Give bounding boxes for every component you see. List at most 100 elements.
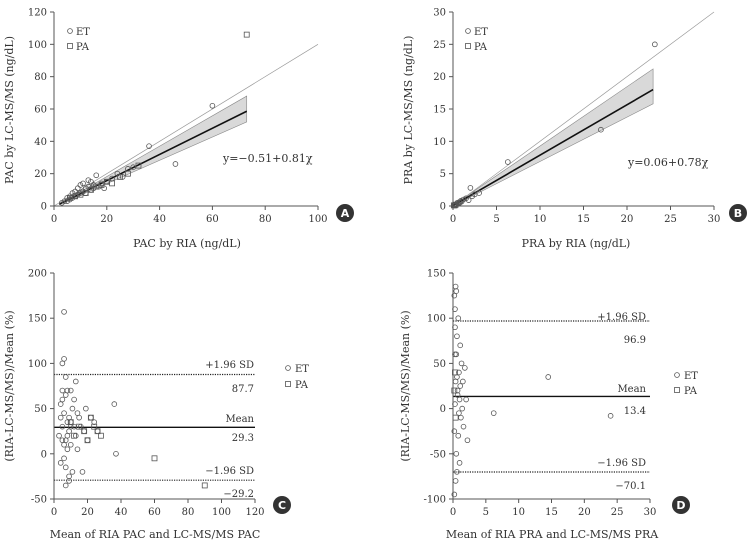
panel-b-legend-pa: PA <box>474 42 488 53</box>
panel-c-point-et <box>64 432 71 439</box>
panel-b-y-tick: 20 <box>433 72 453 83</box>
panel-c-point-et <box>67 387 74 394</box>
panel-c-point-et <box>57 401 64 407</box>
panel-b-y-tick-label: 25 <box>433 40 446 51</box>
panel-d-badge <box>672 496 690 514</box>
panel-c-legend-marker-et <box>285 365 291 371</box>
panel-a-point-et <box>209 102 216 109</box>
panel-d-point-et <box>453 450 460 457</box>
panel-d-point-et <box>457 383 464 389</box>
panel-d-y-tick: -100 <box>424 495 453 506</box>
panel-c-point-et <box>61 441 67 448</box>
panel-b-x-tick-label: 25 <box>664 214 677 225</box>
panel-d-y-tick-label: -100 <box>424 495 446 506</box>
panel-d-point-et <box>452 478 459 484</box>
panel-d-y-tick-label: -50 <box>430 449 446 460</box>
panel-c-point-et <box>76 414 82 421</box>
panel-d-x-tick: 0 <box>450 499 456 518</box>
panel-b-x-tick-label: 0 <box>450 214 456 225</box>
panel-c-point-pa <box>151 455 158 462</box>
panel-c-point-et <box>61 309 67 315</box>
panel-a-y-tick-label: 80 <box>34 72 47 83</box>
panel-b-x-tick: 25 <box>664 206 677 225</box>
panel-a-scatter-pac: 0 20 40 60 80 100 0 20 40 60 80 100 120 ET PA y=−0.5… <box>3 8 354 250</box>
panel-c-y-tick: 50 <box>34 404 54 415</box>
panel-c-legend-marker-pa <box>285 381 291 387</box>
panel-b-x-tick: 10 <box>534 206 546 225</box>
panel-d-point-et <box>455 315 462 322</box>
panel-b-legend-marker-pa <box>465 43 471 49</box>
panel-b-y-tick-label: 0 <box>440 202 446 213</box>
panel-c-point-et <box>71 396 77 403</box>
panel-a-point-et <box>93 172 100 179</box>
panel-a-y-tick: 60 <box>34 105 54 116</box>
panel-a-legend-et: ET <box>76 27 90 38</box>
panel-d-point-et <box>454 392 461 398</box>
panel-c-point-pa <box>91 423 98 430</box>
panel-d-ylabel: (RIA-LC-MS/MS)/Mean (%) <box>399 310 412 461</box>
panel-c-badge <box>273 496 291 514</box>
panel-b-data-layer <box>450 11 715 209</box>
panel-b-badge <box>729 204 747 222</box>
panel-c-y-tick: 200 <box>28 269 54 280</box>
panel-d-point-et <box>452 283 459 290</box>
panel-c-point-et <box>84 437 91 444</box>
panel-a-x-tick-label: 40 <box>153 214 166 225</box>
panel-d-point-et <box>456 396 463 403</box>
panel-c-legend-et: ET <box>295 364 309 375</box>
panel-c-y-tick-label: -50 <box>31 495 47 506</box>
panel-c-point-pa <box>67 419 74 426</box>
panel-d-y-tick: 0 <box>440 404 453 415</box>
panel-c-x-tick: 20 <box>81 499 94 518</box>
panel-a-point-pa <box>109 180 115 187</box>
panel-d-point-pa <box>451 387 458 394</box>
panel-c-point-et <box>66 473 72 480</box>
panel-c-point-pa <box>76 423 83 430</box>
panel-a-point-pa <box>135 162 142 169</box>
panel-c-point-et <box>64 446 71 453</box>
panel-c-point-et <box>61 356 67 362</box>
panel-c-x-tick-label: 20 <box>81 507 94 518</box>
panel-b-y-tick-label: 30 <box>433 8 446 19</box>
panel-a-data-layer <box>53 31 319 207</box>
panel-a-y-tick: 40 <box>34 137 54 148</box>
panel-c-point-et <box>59 423 66 430</box>
panel-a-x-tick: 0 <box>51 206 57 225</box>
panel-b-equation: y=0.06+0.78χ <box>627 156 709 169</box>
panel-d-point-et <box>454 333 460 340</box>
panel-c-point-et <box>59 360 66 367</box>
panel-c-point-et <box>66 428 72 435</box>
panel-a-y-tick-label: 0 <box>41 202 47 213</box>
panel-d-point-et <box>463 396 469 403</box>
panel-c-point-et <box>57 460 64 466</box>
panel-a-point-pa <box>82 190 89 196</box>
panel-a-point-pa <box>125 170 131 177</box>
panel-a-x-tick: 20 <box>100 206 113 225</box>
panel-d-point-et <box>454 387 461 394</box>
panel-d-x-tick-label: 30 <box>644 507 657 518</box>
panel-d-y-tick-label: 150 <box>427 269 446 280</box>
panel-d-legend-pa: PA <box>684 386 698 397</box>
panel-a-y-tick-label: 40 <box>34 137 47 148</box>
panel-c-point-et <box>74 446 81 453</box>
panel-c-point-et <box>111 401 118 407</box>
panel-d-legend-marker-pa <box>674 387 680 393</box>
panel-b-y-tick-label: 10 <box>433 137 446 148</box>
panel-c-point-et <box>57 414 64 421</box>
panel-d-y-tick-label: 50 <box>433 359 446 370</box>
panel-c-x-tick: 100 <box>212 499 231 518</box>
panel-d-x-tick: 10 <box>512 499 525 518</box>
panel-d-x-tick-label: 15 <box>545 507 558 518</box>
panel-d-point-et <box>459 405 465 412</box>
panel-a-y-tick: 120 <box>28 8 54 19</box>
panel-a-y-tick: 20 <box>34 169 54 180</box>
panel-d-data-layer <box>451 283 650 498</box>
panel-d-point-et <box>451 491 458 498</box>
panel-d-legend-et: ET <box>684 371 698 382</box>
panel-d-x-tick: 25 <box>611 499 624 518</box>
panel-b-y-tick: 30 <box>433 8 453 19</box>
panel-b-confidence-band <box>452 68 654 207</box>
panel-a-confidence-band <box>58 95 248 206</box>
panel-a-point-pa <box>98 182 105 188</box>
